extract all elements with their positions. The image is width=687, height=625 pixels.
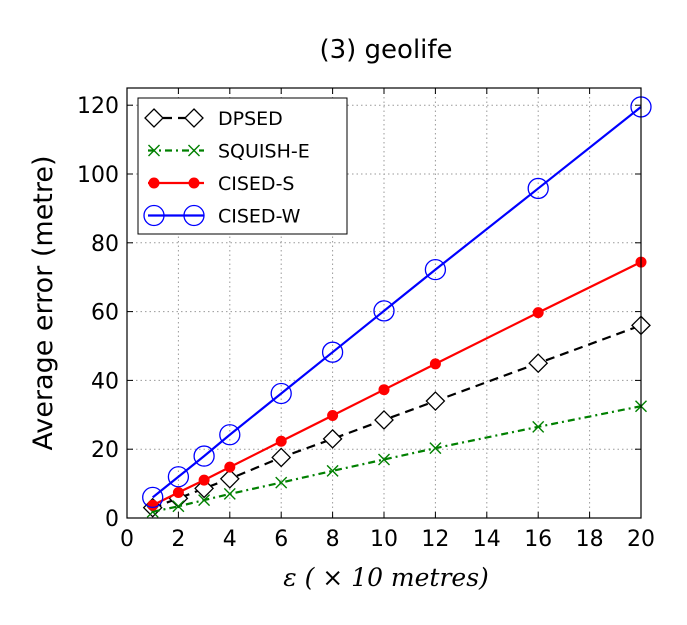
legend-entry-dpsed: DPSED (144, 108, 283, 130)
data-point-squish-e (429, 442, 442, 455)
series-line-cised-s (152, 261, 642, 507)
legend-marker (184, 108, 204, 128)
series-cised-s (147, 256, 647, 511)
legend-marker (188, 144, 200, 157)
data-point-squish-e (532, 420, 545, 433)
legend-marker (144, 108, 164, 128)
data-point-dpsed (425, 391, 446, 411)
data-point-cised-s (275, 435, 287, 447)
data-point-dpsed (219, 468, 240, 489)
y-tick-label: 20 (91, 438, 119, 463)
data-point-squish-e (275, 476, 288, 489)
legend-marker (143, 204, 165, 227)
x-tick-label: 8 (326, 527, 340, 552)
legend-marker (148, 177, 160, 189)
x-tick-label: 10 (370, 527, 398, 552)
data-point-cised-s (172, 487, 184, 499)
data-point-squish-e (198, 494, 211, 507)
data-point-cised-w (270, 382, 292, 405)
data-point-squish-e (172, 500, 185, 513)
x-tick-label: 14 (473, 527, 501, 552)
y-tick-label: 120 (77, 94, 119, 119)
legend-entry-cised-w: CISED-W (143, 204, 301, 228)
data-point-squish-e (378, 453, 390, 466)
marker-stroke (148, 144, 160, 157)
y-tick-label: 80 (91, 232, 119, 257)
data-point-squish-e (223, 487, 236, 500)
data-point-cised-w (527, 177, 549, 200)
x-axis-label: ε ( × 10 metres) (283, 563, 489, 592)
legend-label: SQUISH-E (218, 141, 310, 163)
x-tick-label: 2 (171, 527, 185, 552)
y-tick-label: 100 (77, 163, 119, 188)
legend: DPSED SQUISH-E CISED-S CISED-W (137, 97, 348, 235)
data-point-dpsed (528, 353, 549, 374)
data-point-dpsed (271, 447, 292, 468)
data-point-cised-s (532, 307, 544, 319)
data-point-cised-s (224, 461, 236, 473)
data-point-squish-e (326, 464, 339, 477)
y-tick-label: 0 (105, 507, 119, 532)
marker-stroke (429, 442, 442, 455)
marker-stroke (326, 464, 339, 477)
data-point-cised-s (198, 474, 210, 486)
legend-entry-cised-s: CISED-S (148, 173, 294, 195)
y-tick-label: 40 (91, 369, 119, 394)
data-point-cised-s (429, 358, 441, 370)
legend-box (137, 97, 348, 235)
marker-stroke (172, 500, 185, 513)
x-tick-label: 4 (223, 527, 237, 552)
legend-label: CISED-S (218, 173, 294, 195)
x-tick-label: 18 (576, 527, 604, 552)
legend-label: CISED-W (218, 206, 301, 228)
series-squish-e (146, 400, 647, 518)
y-tick-label: 60 (91, 301, 119, 326)
marker-stroke (188, 144, 200, 157)
data-point-cised-w (373, 300, 395, 322)
legend-marker (148, 144, 160, 157)
series-dpsed (142, 315, 651, 518)
series-cised-w (142, 96, 652, 509)
data-point-cised-s (378, 384, 390, 396)
chart-title: (3) geolife (319, 35, 452, 65)
data-point-cised-s (147, 499, 159, 511)
series-line-cised-w (152, 106, 642, 499)
y-axis-label: Average error (metre) (28, 155, 59, 450)
data-point-cised-s (327, 409, 339, 421)
series-line-squish-e (152, 405, 642, 513)
legend-marker (183, 204, 205, 227)
data-point-dpsed (322, 428, 343, 449)
marker-stroke (198, 494, 211, 507)
marker-stroke (223, 487, 236, 500)
x-tick-label: 20 (627, 527, 655, 552)
x-tick-label: 6 (274, 527, 288, 552)
legend-label: DPSED (218, 108, 283, 130)
data-point-dpsed (194, 478, 215, 499)
series-line-dpsed (152, 324, 642, 509)
marker-stroke (378, 453, 390, 466)
data-point-cised-w (424, 258, 447, 281)
x-tick-label: 12 (421, 527, 449, 552)
legend-marker (188, 177, 200, 189)
data-point-cised-w (142, 486, 164, 509)
x-tick-label: 16 (524, 527, 552, 552)
marker-stroke (532, 420, 545, 433)
data-point-cised-w (321, 341, 344, 363)
data-point-cised-w (167, 466, 190, 488)
legend-entry-squish-e: SQUISH-E (148, 141, 310, 163)
x-tick-label: 0 (120, 527, 134, 552)
ticks: 0 2 4 6 8 10 12 14 16 18 20 0 20 40 60 80 100 120 (77, 88, 655, 552)
data-point-cised-w (219, 424, 241, 446)
marker-stroke (275, 476, 288, 489)
data-point-dpsed (374, 410, 394, 430)
data-point-cised-w (193, 445, 215, 467)
